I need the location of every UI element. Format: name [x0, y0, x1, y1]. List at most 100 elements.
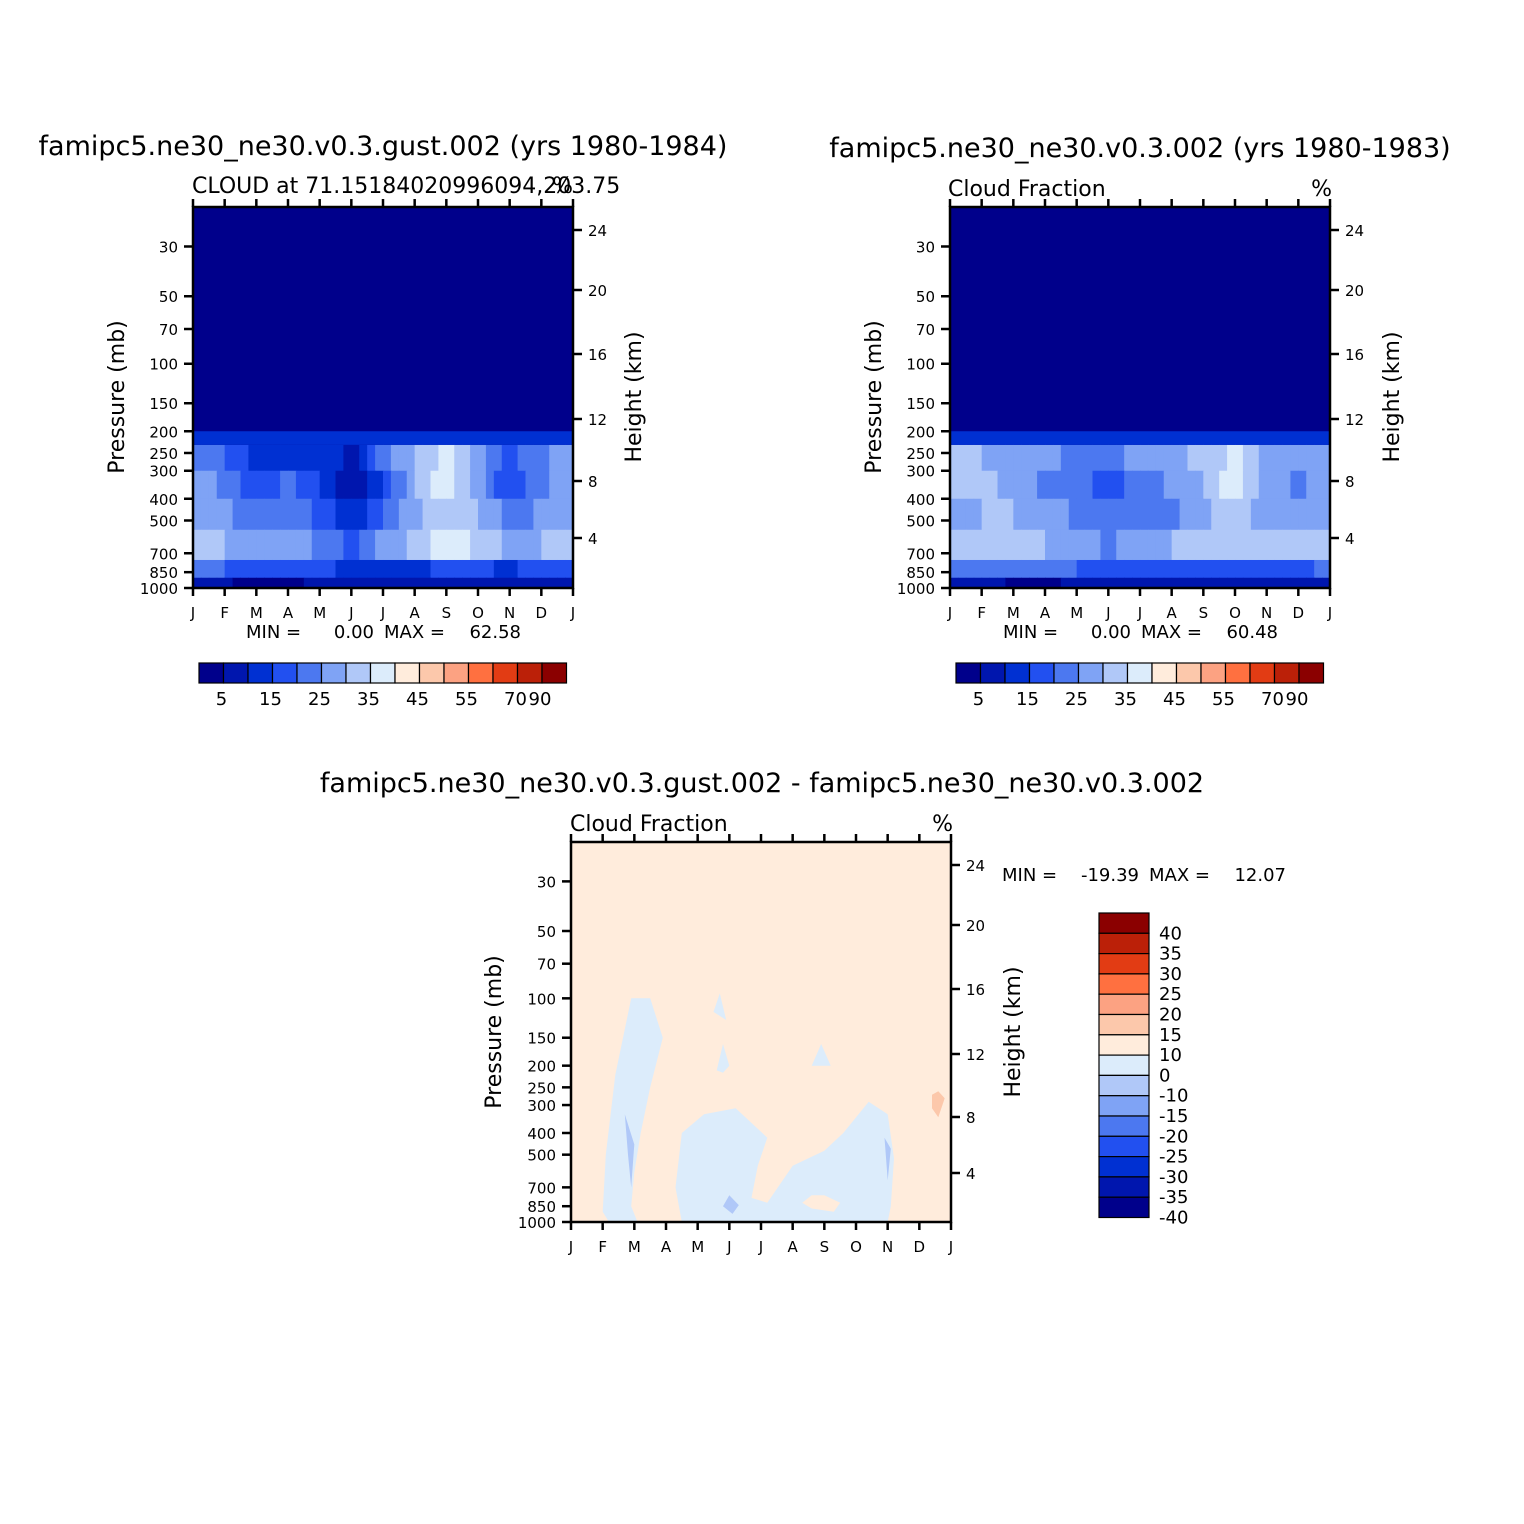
field-cell	[1171, 559, 1181, 579]
panel-2-y-label: Pressure (mb)	[862, 320, 887, 474]
field-cell	[989, 470, 998, 500]
colorbar-box	[345, 662, 372, 684]
field-cell	[1274, 577, 1283, 589]
y-tick-label: 250	[149, 445, 178, 463]
field-cell	[208, 444, 218, 472]
field-cell	[398, 470, 408, 500]
field-cell	[406, 559, 416, 579]
field-cell	[1155, 444, 1165, 472]
field-cell	[541, 577, 550, 589]
field-cell	[1187, 444, 1196, 472]
colorbar-box	[1098, 912, 1150, 934]
field-cell	[1068, 444, 1078, 472]
field-cell	[406, 444, 416, 472]
colorbar-box	[1098, 973, 1150, 995]
field-cell	[1084, 470, 1093, 500]
field-cell	[1132, 577, 1141, 589]
y-tick-label: 400	[906, 491, 935, 509]
field-cell	[232, 577, 241, 589]
x-tick-label: M	[628, 1238, 641, 1256]
y-tick-label: 300	[906, 463, 935, 481]
x-tick-label: J	[1137, 604, 1142, 622]
panel-1-max-label: MAX =	[384, 622, 445, 643]
panel-2-min-label: MIN =	[1003, 622, 1058, 643]
field-cell	[248, 559, 257, 579]
field-cell	[1219, 529, 1228, 561]
field-cell	[359, 498, 368, 531]
field-cell	[383, 559, 392, 579]
field-cell	[367, 577, 376, 589]
field-cell	[295, 577, 305, 589]
field-cell	[1029, 444, 1038, 472]
y-right-tick-label: 24	[588, 222, 607, 240]
field-cell	[1140, 470, 1149, 500]
field-cell	[1274, 559, 1283, 579]
colorbar-box	[1004, 662, 1031, 684]
field-cell	[1179, 498, 1188, 531]
field-cell	[375, 559, 384, 579]
colorbar-box	[198, 662, 225, 684]
field-cell	[1060, 498, 1070, 531]
field-cell	[965, 498, 975, 531]
field-cell	[288, 577, 297, 589]
y-tick-label: 100	[149, 356, 178, 374]
field-cell	[406, 577, 416, 589]
x-tick-label: M	[250, 604, 263, 622]
colorbar-box	[271, 662, 298, 684]
field-cell	[533, 559, 542, 579]
field-cell	[248, 529, 257, 561]
colorbar-label: 5	[216, 689, 227, 710]
field-cell	[957, 498, 967, 531]
panel-2-min-value: 0.00	[1091, 622, 1131, 643]
field-cell	[208, 529, 218, 561]
field-cell	[950, 559, 959, 579]
field-cell	[1203, 498, 1212, 531]
field-cell	[446, 444, 455, 472]
field-cell	[1163, 444, 1173, 472]
field-cell	[1147, 577, 1157, 589]
field-cell	[200, 529, 210, 561]
field-cell	[1108, 529, 1117, 561]
field-cell	[1298, 529, 1307, 561]
field-cell	[950, 577, 959, 589]
field-cell	[517, 498, 526, 531]
field-cell	[224, 577, 234, 589]
field-cell	[1013, 444, 1022, 472]
y-tick-label: 700	[149, 545, 178, 563]
field-cell	[981, 470, 991, 500]
x-tick-label: M	[691, 1238, 704, 1256]
field-cell	[1171, 577, 1181, 589]
field-cell	[1282, 470, 1291, 500]
colorbar-box	[516, 662, 543, 684]
field-cell	[493, 529, 503, 561]
field-cell	[1013, 498, 1022, 531]
field-cell	[493, 444, 503, 472]
field-cell	[1203, 444, 1212, 472]
y-tick-label: 70	[537, 956, 556, 974]
field-cell	[406, 498, 416, 531]
field-cell	[1314, 444, 1323, 472]
field-cell	[1163, 577, 1173, 589]
field-cell	[1013, 559, 1022, 579]
field-cell	[224, 559, 234, 579]
colorbar-box	[1224, 662, 1251, 684]
field-cell	[1124, 498, 1133, 531]
field-cell	[193, 431, 573, 445]
colorbar-label: -35	[1159, 1187, 1188, 1208]
field-cell	[1290, 444, 1299, 472]
field-cell	[1235, 498, 1244, 531]
colorbar-box	[1098, 932, 1150, 955]
field-cell	[1037, 577, 1046, 589]
panel-1-max-value: 62.58	[469, 622, 521, 643]
field-cell	[478, 559, 487, 579]
y-tick-label: 30	[159, 238, 178, 256]
y-right-tick-label: 8	[966, 1109, 976, 1127]
field-cell	[383, 498, 392, 531]
field-cell	[327, 470, 336, 500]
field-cell	[557, 498, 566, 531]
field-cell	[303, 577, 313, 589]
field-cell	[1068, 498, 1078, 531]
field-cell	[1195, 470, 1204, 500]
field-cell	[1227, 470, 1236, 500]
colorbar-box	[443, 662, 470, 684]
